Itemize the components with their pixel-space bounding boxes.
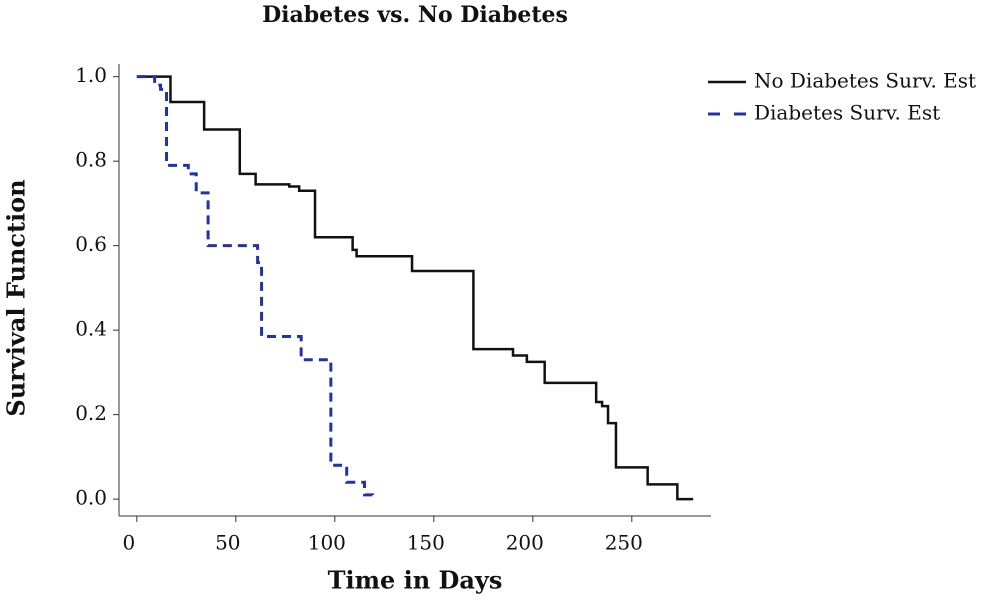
x-tick-label: 200: [506, 531, 544, 555]
y-tick-label: 0.8: [75, 148, 107, 172]
y-tick-label: 0.0: [75, 486, 107, 510]
survival-curve: [136, 75, 374, 500]
x-tick-label: 150: [407, 531, 445, 555]
y-tick-label: 0.4: [75, 317, 107, 341]
x-tick-label: 0: [122, 531, 135, 555]
x-tick-label: 50: [215, 531, 240, 555]
y-tick-label: 1.0: [75, 63, 107, 87]
x-axis-title: Time in Days: [328, 566, 503, 595]
x-tick-label: 250: [605, 531, 643, 555]
y-axis-title: Survival Function: [2, 179, 31, 416]
legend-label: No Diabetes Surv. Est: [754, 69, 976, 93]
survival-curve: [136, 75, 694, 501]
x-tick-label: 100: [308, 531, 346, 555]
chart-title: Diabetes vs. No Diabetes: [262, 2, 568, 28]
legend-label: Diabetes Surv. Est: [754, 101, 940, 125]
y-tick-label: 0.6: [75, 232, 107, 256]
y-tick-label: 0.2: [75, 401, 107, 425]
